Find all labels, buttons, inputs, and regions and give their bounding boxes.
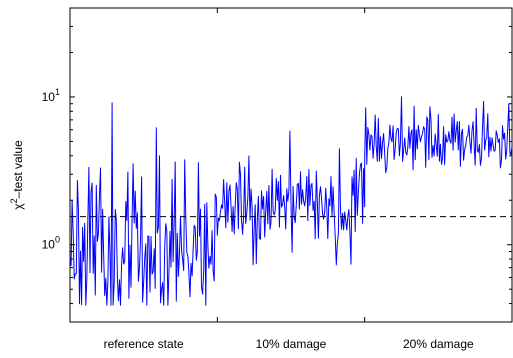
y-axis-ticks: 100 101 xyxy=(42,25,512,323)
chi2-series-line xyxy=(69,96,513,306)
x-category-label: reference state xyxy=(104,337,184,351)
plot-area xyxy=(69,7,513,323)
x-category-label: 20% damage xyxy=(403,337,474,351)
x-category-label: 10% damage xyxy=(256,337,327,351)
x-axis-ticks xyxy=(216,8,366,322)
y-axis-label: χ2–test value xyxy=(9,140,25,210)
y-tick-label: 101 xyxy=(42,87,60,104)
y-tick-label: 100 xyxy=(42,235,60,252)
x-category-labels: reference state 10% damage 20% damage xyxy=(104,337,474,351)
axes-frame xyxy=(69,7,513,323)
